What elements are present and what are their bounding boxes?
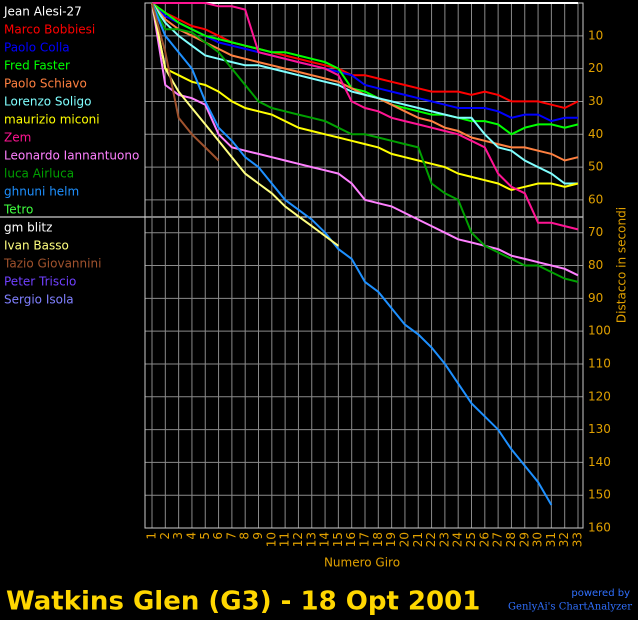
x-tick-label: 28 [504, 532, 518, 547]
y-tick-label: 20 [588, 61, 603, 75]
x-tick-label: 7 [224, 532, 238, 540]
x-tick-label: 25 [464, 532, 478, 547]
x-tick-label: 15 [331, 532, 345, 547]
x-tick-label: 2 [158, 532, 172, 540]
legend-entry: maurizio miconi [4, 113, 100, 127]
x-tick-label: 10 [264, 532, 278, 547]
x-tick-label: 9 [251, 532, 265, 540]
y-tick-label: 30 [588, 94, 603, 108]
y-tick-label: 10 [588, 28, 603, 42]
x-tick-label: 18 [371, 532, 385, 547]
x-tick-label: 11 [278, 532, 292, 547]
x-tick-label: 30 [531, 532, 545, 547]
series-line [151, 2, 579, 192]
series-line [151, 2, 578, 123]
x-tick-label: 1 [145, 532, 159, 540]
x-tick-label: 24 [451, 532, 465, 547]
y-tick-label: 60 [588, 192, 603, 206]
legend-entry: Zem [4, 131, 31, 145]
legend-entry: Jean Alesi-27 [3, 5, 82, 19]
y-tick-label: 130 [588, 422, 611, 436]
x-tick-label: 3 [171, 532, 185, 540]
legend-entry: Fred Faster [4, 59, 70, 73]
y-tick-label: 40 [588, 127, 603, 141]
series-line [151, 2, 578, 185]
legend-entry: Ivan Basso [4, 239, 69, 253]
x-tick-label: 12 [291, 532, 305, 547]
x-tick-label: 31 [544, 532, 558, 547]
x-tick-label: 5 [198, 532, 212, 540]
x-tick-label: 20 [397, 532, 411, 547]
series-line [151, 2, 553, 506]
chart-title: Watkins Glen (G3) - 18 Opt 2001 [6, 587, 480, 617]
y-tick-label: 110 [588, 356, 611, 370]
legend-entry: Leonardo Iannantuono [4, 149, 139, 163]
x-axis-label: Numero Giro [324, 556, 400, 570]
x-tick-label: 16 [344, 532, 358, 547]
x-tick-label: 19 [384, 532, 398, 547]
y-tick-label: 150 [588, 488, 611, 502]
y-axis-label: Distacco in secondi [615, 207, 629, 323]
x-tick-label: 32 [557, 532, 571, 547]
series-line [151, 2, 579, 110]
series-line [151, 2, 579, 277]
x-tick-label: 29 [517, 532, 531, 547]
x-tick-label: 21 [411, 532, 425, 547]
legend-entry: Marco Bobbiesi [4, 23, 95, 37]
y-tick-label: 160 [588, 521, 611, 535]
x-tick-label: 13 [304, 532, 318, 547]
x-tick-label: 27 [491, 532, 505, 547]
series-line [151, 2, 339, 247]
legend-entry: luca Airluca [4, 167, 74, 181]
x-tick-label: 26 [477, 532, 491, 547]
legend-entry: Tetro [3, 203, 33, 217]
credit: GenlyAi's ChartAnalyzer [508, 602, 632, 613]
legend-entry: Paolo Schiavo [4, 77, 87, 91]
x-tick-label: 23 [437, 532, 451, 547]
y-tick-label: 140 [588, 455, 611, 469]
legend-entry: Peter Triscio [4, 275, 76, 289]
x-tick-label: 22 [424, 532, 438, 547]
series-line [151, 2, 579, 283]
legend-entry: Sergio Isola [4, 293, 74, 307]
x-tick-label: 6 [211, 532, 225, 540]
legend-entry: ghnuni helm [4, 185, 79, 199]
y-tick-label: 80 [588, 258, 603, 272]
credit: powered by [571, 588, 630, 599]
legend-entry: gm blitz [4, 221, 52, 235]
series-line [152, 2, 579, 231]
x-tick-label: 33 [571, 532, 585, 547]
series-line [151, 2, 220, 162]
y-tick-label: 120 [588, 389, 611, 403]
y-tick-label: 100 [588, 324, 611, 338]
y-tick-label: 50 [588, 160, 603, 174]
y-tick-label: 70 [588, 225, 603, 239]
x-tick-label: 4 [184, 532, 198, 540]
y-tick-label: 90 [588, 291, 603, 305]
series-line [151, 2, 579, 136]
legend-entry: Lorenzo Soligo [4, 95, 92, 109]
x-tick-label: 8 [238, 532, 252, 540]
legend-entry: Tazio Giovannini [3, 257, 101, 271]
legend-entry: Paolo Colla [4, 41, 70, 55]
x-tick-label: 14 [318, 532, 332, 547]
x-tick-label: 17 [358, 532, 372, 547]
